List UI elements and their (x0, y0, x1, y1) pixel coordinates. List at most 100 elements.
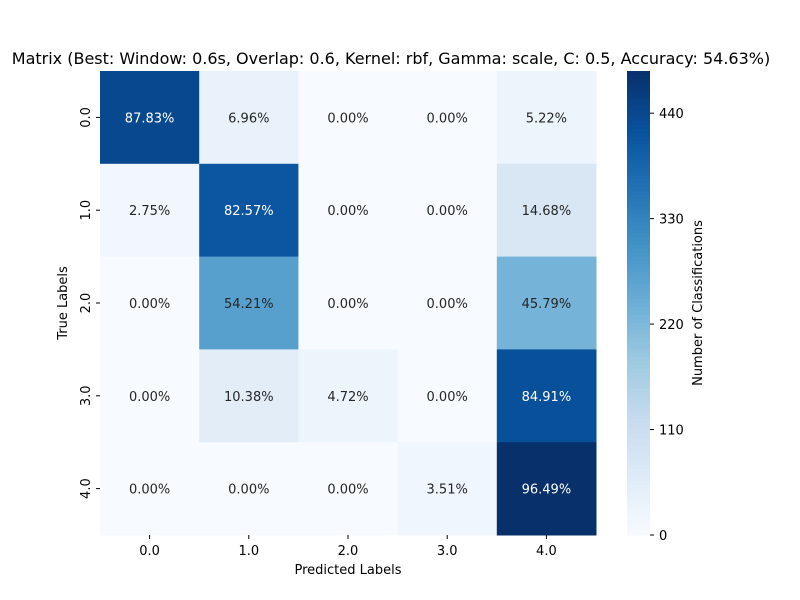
colorbar-tick-label: 110 (659, 424, 684, 439)
heatmap-cell (496, 349, 597, 443)
heatmap-cell (100, 163, 200, 258)
colorbar-segment (627, 299, 650, 304)
colorbar-segment (627, 469, 650, 474)
colorbar-segment (627, 376, 650, 381)
heatmap-cell (298, 71, 399, 165)
colorbar-segment (627, 229, 650, 234)
heatmap-cell (397, 349, 498, 443)
colorbar-segment (627, 214, 650, 219)
colorbar-segment (627, 372, 650, 378)
colorbar-segment (627, 492, 650, 497)
heatmap-cell (100, 349, 200, 443)
colorbar-segment (627, 86, 650, 91)
cell-annotation: 0.00% (427, 390, 468, 405)
colorbar-segment (627, 78, 650, 84)
x-tick-label: 4.0 (536, 544, 557, 559)
x-tick-label: 3.0 (437, 544, 458, 559)
heatmap-cell (298, 163, 399, 258)
y-tick-label: 2.0 (79, 293, 94, 314)
colorbar-segment (627, 333, 650, 339)
colorbar-segment (627, 395, 650, 401)
colorbar-segment (627, 221, 650, 227)
colorbar-segment (627, 225, 650, 231)
colorbar-segment (627, 140, 650, 146)
colorbar-segment (627, 167, 650, 173)
colorbar-segment (627, 194, 650, 200)
colorbar-segment (627, 272, 650, 277)
colorbar-segment (627, 156, 650, 161)
colorbar-segment (627, 449, 650, 455)
colorbar-segment (627, 330, 650, 335)
cell-annotation: 14.68% (522, 204, 572, 219)
colorbar-segment (627, 71, 650, 76)
heatmap-cell (496, 163, 597, 258)
colorbar-segment (627, 94, 650, 99)
colorbar-segment (627, 380, 650, 385)
chart-title: Matrix (Best: Window: 0.6s, Overlap: 0.6… (12, 49, 770, 68)
colorbar-segment (627, 488, 650, 494)
colorbar-segment (627, 287, 650, 292)
x-tick-label: 0.0 (139, 544, 160, 559)
colorbar-tick-label: 220 (659, 318, 684, 333)
colorbar-segment (627, 446, 650, 451)
colorbar-segment (627, 337, 650, 343)
colorbar-segment (627, 268, 650, 273)
colorbar-segment (627, 90, 650, 95)
colorbar-segment (627, 388, 650, 393)
colorbar-segment (627, 322, 650, 327)
colorbar-segment (627, 419, 650, 424)
heatmap-cell (100, 442, 200, 536)
colorbar-segment (627, 523, 650, 528)
colorbar-segment (627, 190, 650, 196)
heatmap-cell (298, 349, 399, 443)
colorbar-segment (627, 283, 650, 289)
cell-annotation: 0.00% (327, 297, 368, 312)
cell-annotation: 0.00% (228, 483, 269, 498)
colorbar-segment (627, 121, 650, 126)
heatmap-cell (496, 71, 597, 165)
heatmap-cell (100, 256, 200, 350)
cell-annotation: 0.00% (129, 483, 170, 498)
colorbar-segment (627, 279, 650, 285)
colorbar-segment (627, 345, 650, 350)
colorbar-segment (627, 500, 650, 505)
heatmap-cell (298, 256, 399, 350)
colorbar-segment (627, 264, 650, 269)
cell-annotation: 0.00% (427, 204, 468, 219)
colorbar-segment (627, 206, 650, 211)
colorbar-segment (627, 163, 650, 169)
colorbar-segment (627, 159, 650, 165)
colorbar-segment (627, 152, 650, 157)
colorbar: 0 110 220 330 440 (627, 71, 684, 544)
heatmap-cell (199, 163, 299, 258)
colorbar-segment (627, 241, 650, 246)
colorbar-segment (627, 507, 650, 513)
colorbar-segment (627, 353, 650, 358)
heatmap-cells: 87.83% 6.96% 0.00% 0.00% 5.22% 2.75% 82.57% 0.0… (100, 71, 597, 536)
colorbar-segment (627, 484, 650, 490)
colorbar-segment (627, 349, 650, 354)
colorbar-segment (627, 434, 650, 439)
colorbar-segment (627, 175, 650, 180)
colorbar-segment (627, 187, 650, 192)
x-tick-label: 1.0 (238, 544, 259, 559)
colorbar-segment (627, 465, 650, 470)
colorbar-segment (627, 198, 650, 204)
colorbar-segment (627, 326, 650, 331)
colorbar-segment (627, 237, 650, 242)
heatmap-cell (100, 71, 200, 165)
cell-annotation: 0.00% (327, 483, 368, 498)
heatmap-cell (199, 442, 299, 536)
cell-annotation: 45.79% (522, 297, 572, 312)
colorbar-segment (627, 496, 650, 501)
colorbar-segment (627, 109, 650, 115)
cell-annotation: 96.49% (522, 483, 572, 498)
colorbar-segment (627, 504, 650, 509)
x-tick-label: 2.0 (338, 544, 359, 559)
colorbar-segment (627, 74, 650, 80)
heatmap-cell (199, 349, 299, 443)
cell-annotation: 0.00% (129, 297, 170, 312)
colorbar-segment (627, 117, 650, 122)
heatmap-cell (397, 71, 498, 165)
colorbar-segment (627, 391, 650, 397)
